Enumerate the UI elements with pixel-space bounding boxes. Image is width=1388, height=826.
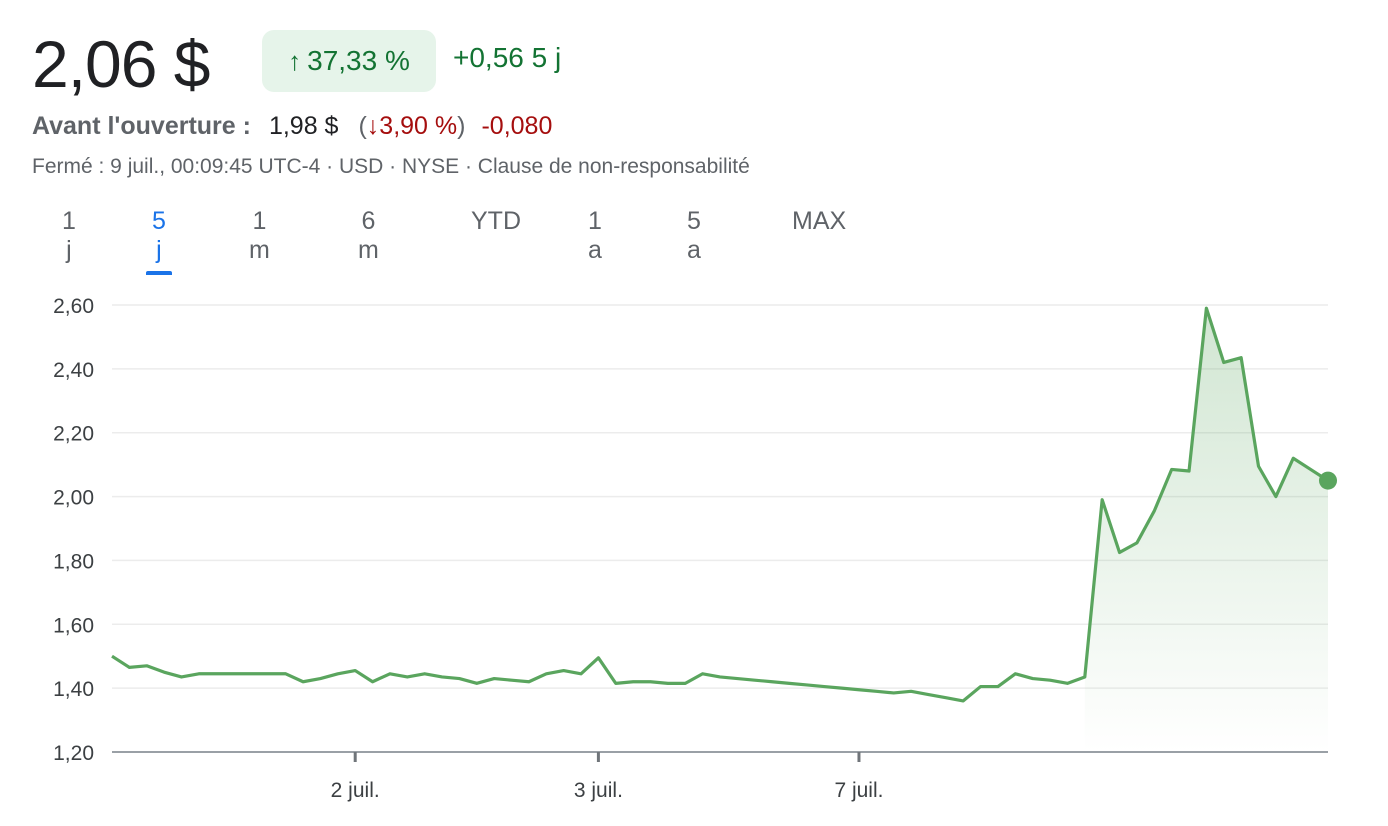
x-tick-label: 3 juil. (574, 779, 623, 802)
tab-1m[interactable]: 1 m (249, 207, 270, 264)
tab-1d[interactable]: 1 j (62, 207, 76, 264)
tab-6m[interactable]: 6 m (358, 207, 379, 264)
price-series-line (111, 306, 1329, 703)
premarket-paren-close: ) (457, 112, 466, 140)
y-tick-label: 2,40 (53, 359, 94, 382)
line-layer (111, 306, 1337, 703)
arrow-down-icon: ↓ (366, 112, 380, 140)
y-tick-label: 2,20 (53, 423, 94, 446)
change-percent-badge: ↑ 37,33 % (262, 30, 436, 92)
x-tick-label: 7 juil. (834, 779, 883, 802)
y-tick-label: 1,80 (53, 550, 94, 573)
area-fill (1084, 308, 1328, 752)
premarket-price: 1,98 $ (268, 112, 339, 140)
tab-ytd[interactable]: YTD (471, 207, 521, 235)
premarket-row: Avant l'ouverture : 1,98 $ (↓3,90 %) -0,… (32, 112, 552, 141)
y-axis-labels: 1,20 1,40 1,60 1,80 2,00 2,20 2,40 2,60 (53, 295, 94, 765)
y-tick-label: 2,00 (53, 487, 94, 510)
premarket-paren-open: ( (358, 112, 367, 140)
y-tick-label: 2,60 (53, 295, 94, 318)
change-absolute: +0,56 5 j (453, 42, 562, 73)
tab-5d[interactable]: 5 j (146, 205, 172, 275)
arrow-up-icon: ↑ (288, 45, 302, 76)
y-tick-label: 1,40 (53, 678, 94, 701)
premarket-label: Avant l'ouverture : (32, 112, 251, 140)
area-layer (1084, 308, 1328, 752)
market-meta-info: Fermé : 9 juil., 00:09:45 UTC-4 · USD · … (32, 155, 750, 178)
tab-max[interactable]: MAX (792, 207, 847, 235)
x-tick-label: 2 juil. (331, 779, 380, 802)
tab-1y[interactable]: 1 a (588, 207, 602, 264)
current-price: 2,06 $ (32, 27, 210, 101)
tab-5y[interactable]: 5 a (687, 207, 701, 264)
last-point-marker[interactable] (1319, 471, 1337, 490)
x-axis: 2 juil. 3 juil. 7 juil. (112, 751, 1328, 802)
premarket-delta: -0,080 (481, 112, 553, 140)
change-percent: 37,33 % (307, 45, 410, 76)
y-tick-label: 1,20 (53, 742, 94, 765)
premarket-percent: (↓3,90 %) (358, 112, 465, 141)
y-tick-label: 1,60 (53, 614, 94, 637)
premarket-percent-value: 3,90 % (379, 112, 458, 140)
